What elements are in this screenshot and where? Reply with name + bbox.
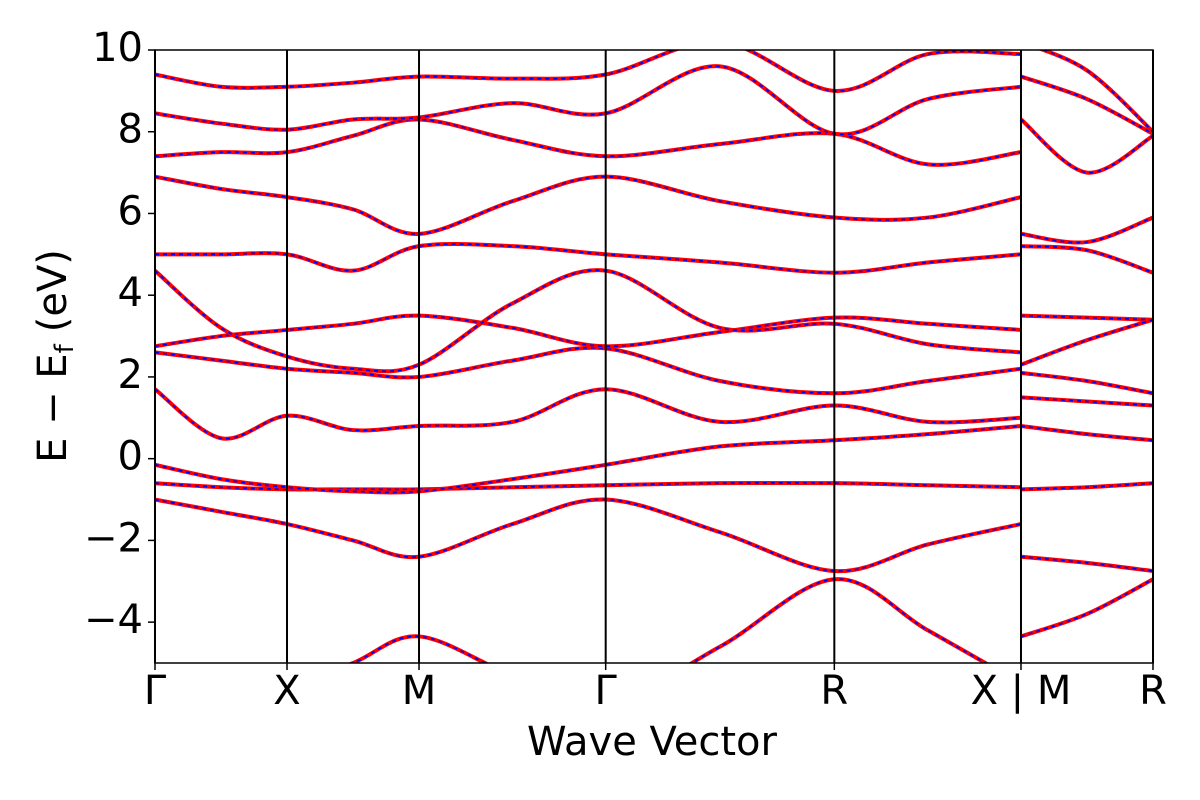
y-tick-label: −2 [84,515,143,561]
x-tick-label: Γ [144,668,167,714]
y-label-sub: f [50,343,80,353]
band-line-dashed [155,243,1153,274]
band-line [155,174,1153,245]
plot-frame [154,49,1154,664]
y-axis-label: E − Ef (eV) [30,249,80,463]
band-line-dashed [155,388,1153,440]
x-tick-label: M [402,668,437,714]
band-line-dashed [155,65,1153,136]
band-line-dashed [155,425,1153,494]
y-tick-label: 2 [118,352,143,398]
band-line-dashed [155,118,1153,174]
x-tick-label: Γ [595,668,618,714]
y-label-main: E − E [30,353,76,463]
band-line [155,387,1153,441]
x-axis-label: Wave Vector [527,719,778,765]
y-tick-label: −4 [84,597,143,643]
x-tick-label: R [820,668,848,714]
x-tick-label: R [1139,668,1167,714]
y-tick-label: 6 [118,188,143,234]
y-tick-label: 10 [92,25,143,71]
x-tick-label: X [273,668,300,714]
band-line-dashed [155,314,1153,348]
band-line-dashed [155,346,1153,395]
band-line [155,497,1153,574]
band-line-dashed [155,175,1153,244]
band-line-dashed [155,498,1153,572]
band-line-dashed [350,578,1153,663]
band-line [155,268,1153,374]
y-tick-label: 4 [118,270,143,316]
band-line-dashed [155,482,1153,491]
band-line-dashed [155,269,1153,373]
x-tick-label: X | M [971,668,1072,714]
y-tick-label: 0 [118,434,143,480]
bands [155,50,1153,663]
y-label-unit: (eV) [30,249,76,332]
band-line [155,64,1153,137]
y-tick-label: 8 [118,107,143,153]
band-line-dashed [155,50,1153,133]
